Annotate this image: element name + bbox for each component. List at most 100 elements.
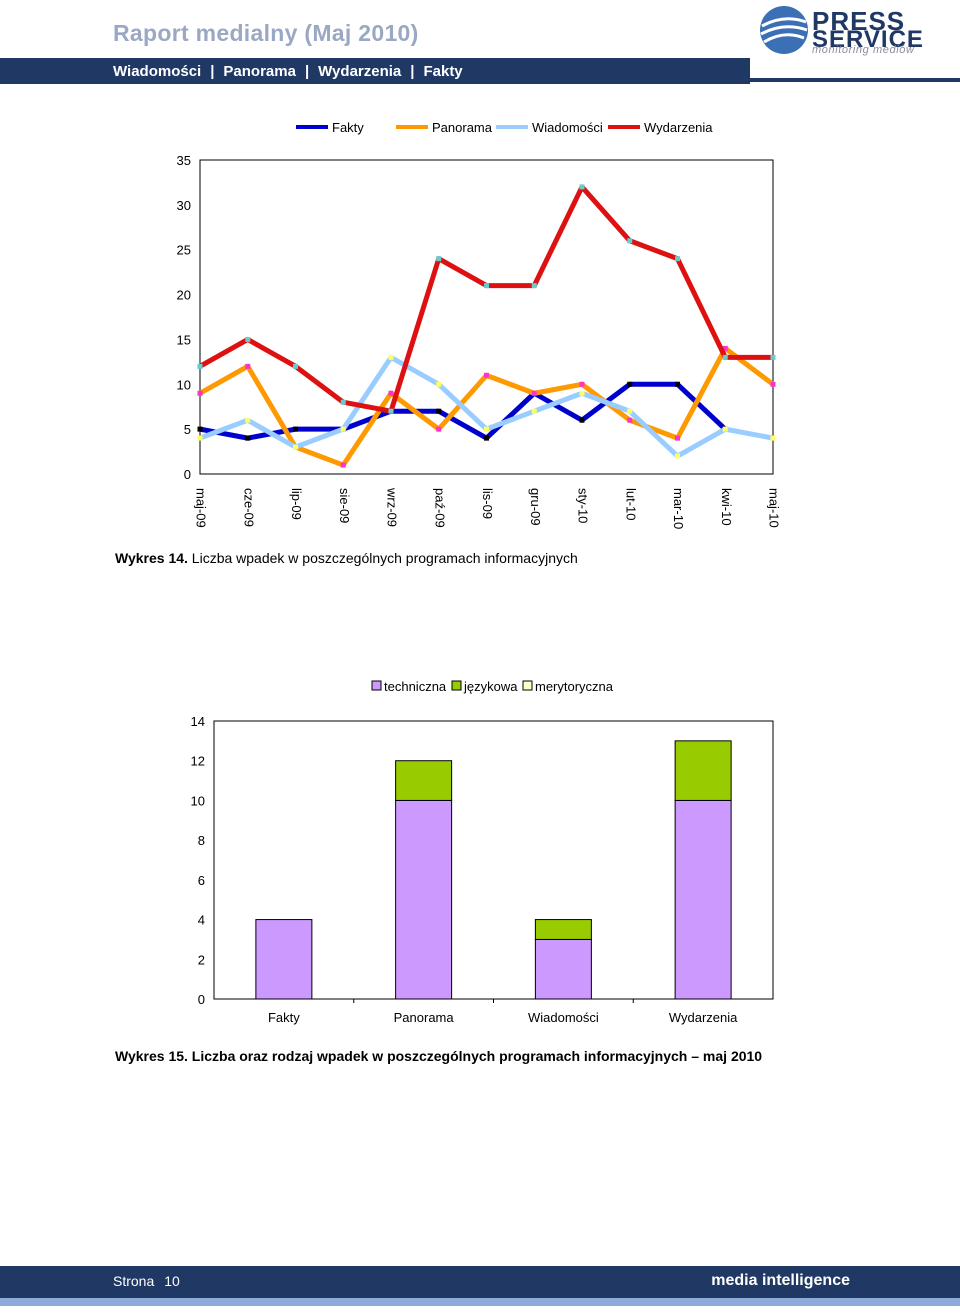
data-point (484, 372, 489, 378)
x-tick-label: Wiadomości (528, 1010, 599, 1025)
program-nav: Wiadomości | Panorama | Wydarzenia | Fak… (0, 58, 750, 84)
logo-text-service: SERVICE (812, 26, 924, 53)
data-point (579, 417, 585, 423)
y-tick-label: 10 (177, 377, 191, 392)
data-point (770, 354, 776, 360)
nav-item-wiadomosci[interactable]: Wiadomości (113, 62, 202, 80)
page-footer: Strona 10 media intelligence (0, 1266, 960, 1298)
data-point (197, 363, 203, 369)
x-tick-label: maj-10 (767, 488, 782, 528)
page-number: Strona 10 (113, 1273, 190, 1289)
data-point (340, 462, 346, 468)
data-point (770, 435, 776, 441)
y-tick-label: 25 (177, 243, 191, 258)
data-point (388, 354, 394, 360)
data-point (675, 453, 680, 459)
data-point (484, 283, 489, 289)
x-tick-label: kwi-10 (719, 488, 734, 526)
legend-label: Wydarzenia (644, 120, 713, 135)
data-point (627, 417, 633, 423)
report-title: Raport medialny (Maj 2010) (113, 20, 419, 46)
legend-swatch-merytoryczna (522, 680, 533, 691)
data-point (531, 408, 537, 414)
data-point (340, 426, 346, 432)
data-point (675, 381, 680, 387)
data-point (675, 256, 680, 262)
bar-segment (255, 919, 313, 1000)
y-tick-label: 15 (177, 332, 191, 347)
data-point (293, 363, 298, 369)
bar-segment (674, 740, 732, 801)
data-point (579, 381, 585, 387)
x-tick-label: lip-09 (289, 488, 304, 520)
y-tick-label: 12 (191, 754, 205, 769)
y-tick-label: 14 (191, 714, 205, 729)
data-point (722, 354, 728, 360)
logo-globe-icon (760, 6, 808, 54)
y-tick-label: 6 (198, 873, 205, 888)
data-point (770, 381, 776, 387)
nav-separator: | (410, 62, 415, 80)
data-point (293, 444, 298, 450)
legend-label: Fakty (332, 120, 364, 135)
data-point (245, 336, 251, 342)
legend-label: techniczna (384, 679, 447, 694)
x-tick-label: Wydarzenia (669, 1010, 738, 1025)
x-tick-label: sty-10 (576, 488, 591, 523)
caption-text: Liczba oraz rodzaj wpadek w poszczególny… (191, 1048, 763, 1064)
nav-item-wydarzenia[interactable]: Wydarzenia (318, 62, 402, 80)
data-point (388, 390, 394, 396)
x-tick-label: cze-09 (241, 488, 256, 527)
legend-label: merytoryczna (535, 679, 614, 694)
data-point (579, 184, 585, 190)
bar-segment (534, 919, 592, 940)
data-point (531, 390, 537, 396)
data-point (436, 426, 442, 432)
y-tick-label: 10 (191, 793, 205, 808)
bar-segment (534, 938, 592, 1000)
x-tick-label: Panorama (394, 1010, 455, 1025)
nav-item-panorama[interactable]: Panorama (223, 62, 296, 80)
caption-text: Liczba wpadek w poszczególnych programac… (191, 550, 578, 566)
data-point (579, 390, 585, 396)
data-point (484, 435, 489, 441)
y-tick-label: 30 (177, 198, 191, 213)
data-point (722, 426, 728, 432)
data-point (245, 435, 251, 441)
y-tick-label: 5 (184, 422, 191, 437)
press-service-logo: PRESS SERVICE monitoring mediów (756, 2, 956, 58)
data-point (197, 426, 203, 432)
data-point (197, 390, 203, 396)
x-tick-label: gru-09 (528, 488, 543, 526)
nav-separator: | (210, 62, 215, 80)
legend-label: Panorama (432, 120, 493, 135)
plot-area (199, 159, 774, 475)
y-tick-label: 0 (184, 467, 191, 482)
data-point (340, 399, 346, 405)
x-tick-label: lis-09 (480, 488, 495, 519)
data-point (627, 238, 633, 244)
series-line-wiadomości (199, 354, 774, 459)
data-point (197, 435, 203, 441)
x-tick-label: paź-09 (432, 488, 447, 528)
logo-tagline: monitoring mediów (812, 44, 915, 56)
data-point (722, 345, 728, 351)
data-point (388, 408, 394, 414)
data-point (436, 408, 442, 414)
data-point (627, 381, 633, 387)
data-point (436, 256, 442, 262)
legend-label: Wiadomości (532, 120, 603, 135)
x-tick-label: wrz-09 (385, 487, 400, 527)
footer-band (0, 1298, 960, 1306)
logo-text-press: PRESS (812, 6, 906, 36)
legend-swatch-językowa (451, 680, 462, 691)
x-tick-label: Fakty (268, 1010, 300, 1025)
x-tick-label: sie-09 (337, 488, 352, 523)
y-tick-label: 8 (198, 833, 205, 848)
series-line-panorama (198, 345, 775, 468)
bar-segment (674, 799, 732, 1000)
data-point (531, 283, 537, 289)
caption-label: Wykres 15. (115, 1048, 188, 1064)
data-point (675, 435, 680, 441)
nav-item-fakty[interactable]: Fakty (423, 62, 463, 80)
